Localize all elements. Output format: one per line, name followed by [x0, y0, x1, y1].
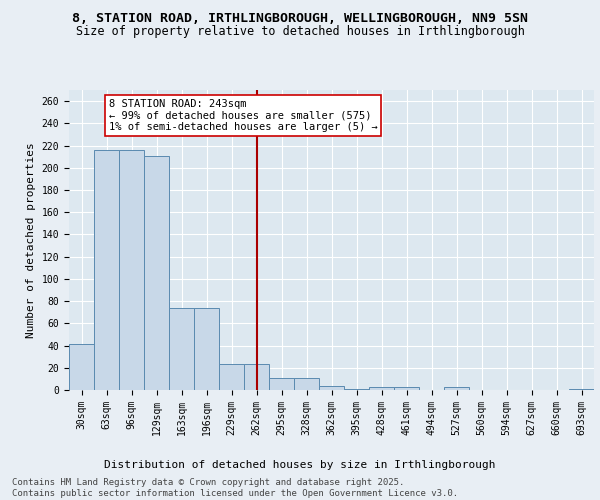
Text: Contains HM Land Registry data © Crown copyright and database right 2025.
Contai: Contains HM Land Registry data © Crown c…: [12, 478, 458, 498]
Bar: [169, 308, 194, 390]
Bar: [369, 386, 394, 390]
Bar: [444, 386, 469, 390]
Text: Size of property relative to detached houses in Irthlingborough: Size of property relative to detached ho…: [76, 25, 524, 38]
Bar: [219, 364, 244, 390]
Text: Distribution of detached houses by size in Irthlingborough: Distribution of detached houses by size …: [104, 460, 496, 469]
Bar: [194, 308, 219, 390]
Bar: [69, 344, 94, 390]
Bar: [244, 364, 269, 390]
Text: 8, STATION ROAD, IRTHLINGBOROUGH, WELLINGBOROUGH, NN9 5SN: 8, STATION ROAD, IRTHLINGBOROUGH, WELLIN…: [72, 12, 528, 26]
Bar: [294, 378, 319, 390]
Bar: [144, 156, 169, 390]
Bar: [269, 378, 294, 390]
Text: 8 STATION ROAD: 243sqm
← 99% of detached houses are smaller (575)
1% of semi-det: 8 STATION ROAD: 243sqm ← 99% of detached…: [109, 99, 378, 132]
Bar: [94, 150, 119, 390]
Bar: [394, 386, 419, 390]
Bar: [119, 150, 144, 390]
Bar: [344, 389, 369, 390]
Bar: [569, 389, 594, 390]
Bar: [319, 386, 344, 390]
Y-axis label: Number of detached properties: Number of detached properties: [26, 142, 36, 338]
